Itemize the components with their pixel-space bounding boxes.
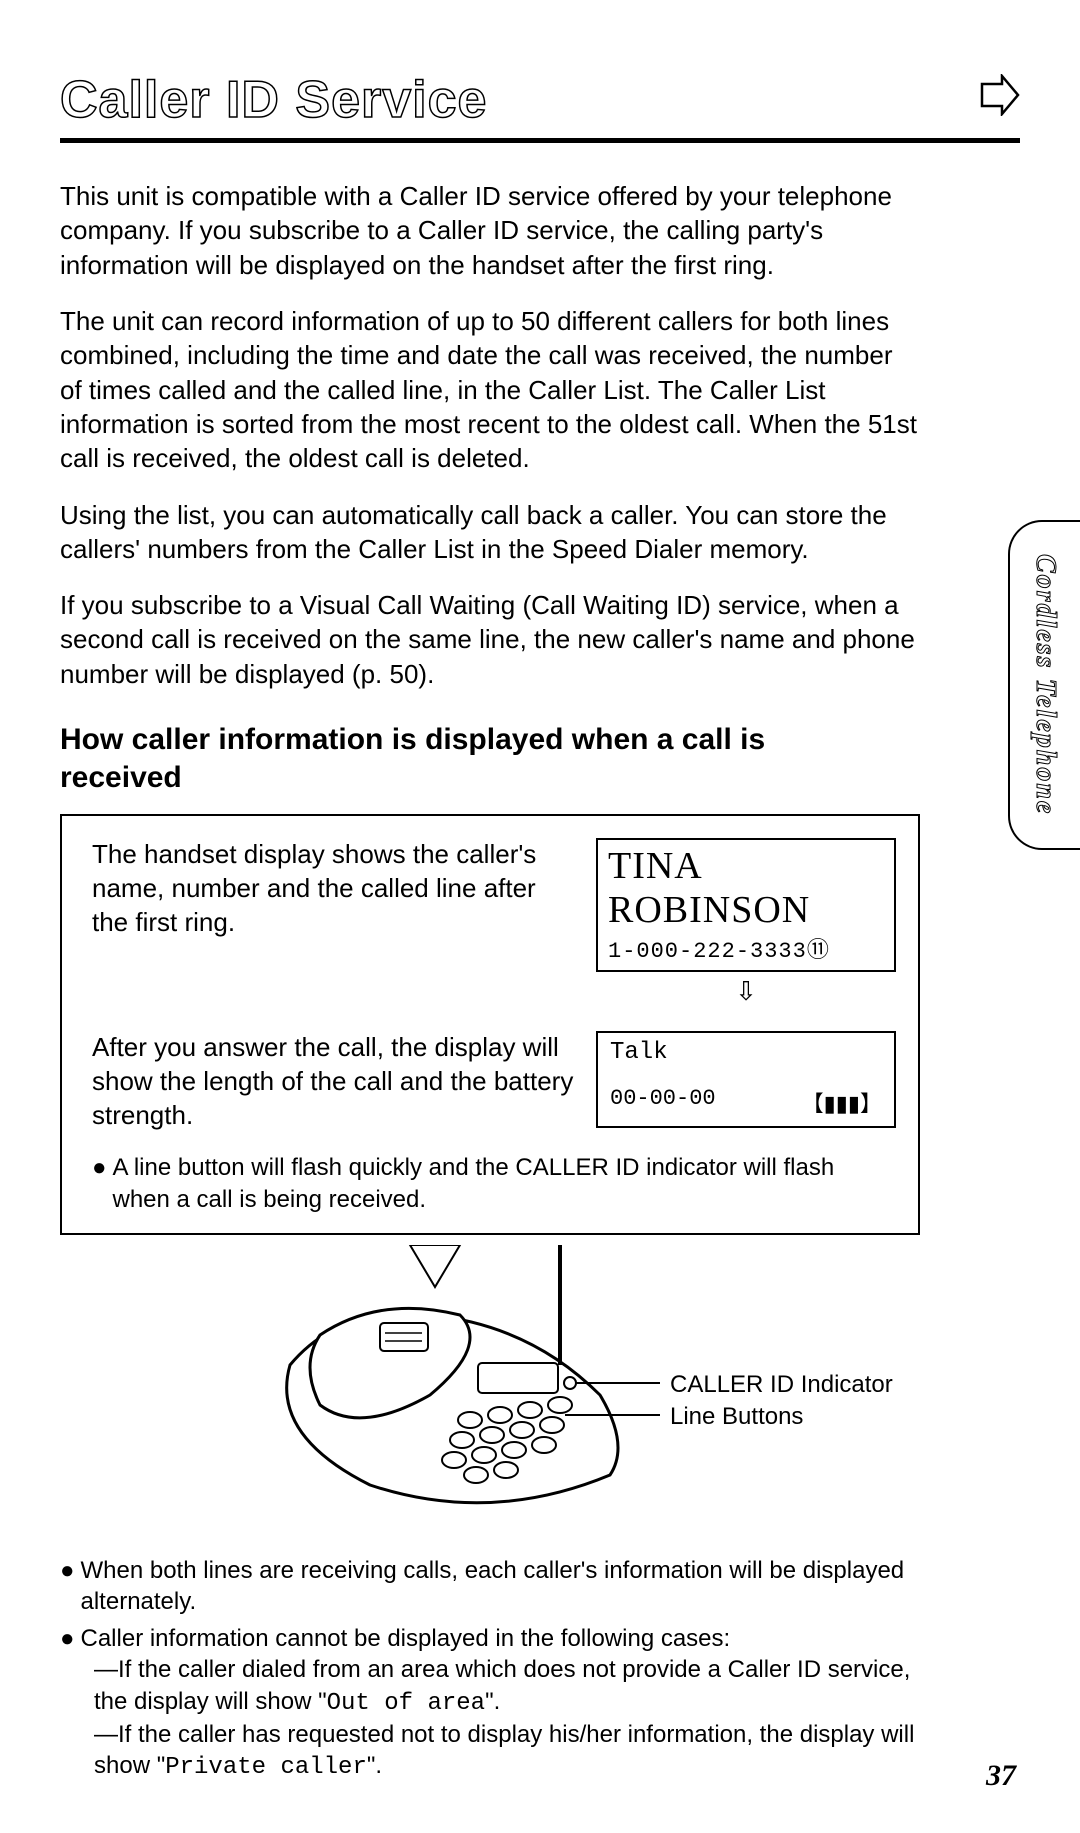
- diagram-label-linebuttons: Line Buttons: [670, 1403, 803, 1431]
- lcd-talk-label: Talk: [610, 1039, 882, 1066]
- paragraph-3: Using the list, you can automatically ca…: [60, 498, 1020, 567]
- paragraph-4: If you subscribe to a Visual Call Waitin…: [60, 588, 1020, 691]
- side-tab: Cordless Telephone: [1008, 520, 1080, 850]
- lcd-caller-number: 1-000-222-3333⑪: [598, 932, 894, 970]
- lcd-duration: 00-00-00: [610, 1086, 716, 1118]
- down-arrow-icon: ⇩: [735, 976, 757, 1007]
- phone-diagram: CALLER ID Indicator Line Buttons: [60, 1245, 920, 1525]
- title-row: Caller ID Service: [60, 70, 1020, 130]
- line-glyph-icon: ⑪: [807, 939, 830, 964]
- subheading: How caller information is displayed when…: [60, 721, 1020, 796]
- note-2: ● Caller information cannot be displayed…: [60, 1623, 920, 1654]
- bullet-icon: ●: [92, 1152, 107, 1214]
- continue-arrow-icon: [978, 74, 1020, 126]
- paragraph-1: This unit is compatible with a Caller ID…: [60, 179, 1020, 282]
- lcd-time-row: 00-00-00 【▮▮▮】: [610, 1086, 882, 1118]
- note-2a: —If the caller dialed from an area which…: [60, 1654, 920, 1718]
- battery-icon: 【▮▮▮】: [802, 1086, 882, 1118]
- note-2b: —If the caller has requested not to disp…: [60, 1719, 920, 1783]
- lcd-display-2: Talk 00-00-00 【▮▮▮】: [596, 1031, 896, 1128]
- bullet-icon: ●: [60, 1623, 75, 1654]
- paragraph-2: The unit can record information of up to…: [60, 304, 1020, 476]
- lcd-caller-name: TINA ROBINSON: [598, 840, 894, 932]
- diagram-label-callerid: CALLER ID Indicator: [670, 1371, 893, 1399]
- info-text-1: The handset display shows the caller's n…: [92, 838, 574, 939]
- page-title: Caller ID Service: [60, 70, 487, 130]
- lcd-display-1: TINA ROBINSON 1-000-222-3333⑪: [596, 838, 896, 972]
- info-bullet: ● A line button will flash quickly and t…: [92, 1152, 896, 1214]
- info-box: The handset display shows the caller's n…: [60, 814, 920, 1235]
- bullet-icon: ●: [60, 1555, 75, 1617]
- side-tab-label: Cordless Telephone: [1029, 554, 1061, 815]
- title-rule: [60, 138, 1020, 143]
- page-number: 37: [986, 1759, 1016, 1793]
- info-text-2: After you answer the call, the display w…: [92, 1031, 574, 1132]
- note-1: ● When both lines are receiving calls, e…: [60, 1555, 920, 1617]
